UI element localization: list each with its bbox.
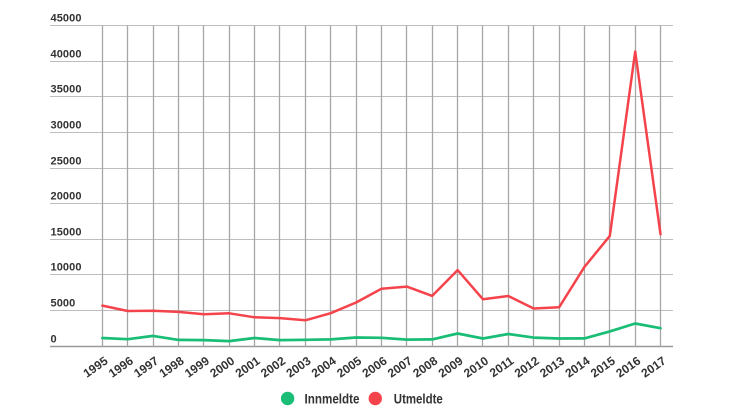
svg-text:20000: 20000 (51, 190, 82, 202)
svg-text:35000: 35000 (51, 83, 82, 95)
svg-text:40000: 40000 (51, 48, 82, 60)
svg-text:30000: 30000 (51, 119, 82, 131)
svg-text:Utmeldte: Utmeldte (394, 391, 443, 407)
svg-text:45000: 45000 (51, 12, 82, 24)
svg-text:25000: 25000 (51, 155, 82, 167)
svg-text:5000: 5000 (51, 297, 76, 309)
svg-text:Innmeldte: Innmeldte (305, 391, 360, 407)
svg-text:15000: 15000 (51, 226, 82, 238)
svg-text:10000: 10000 (51, 261, 82, 273)
svg-text:0: 0 (51, 333, 57, 345)
